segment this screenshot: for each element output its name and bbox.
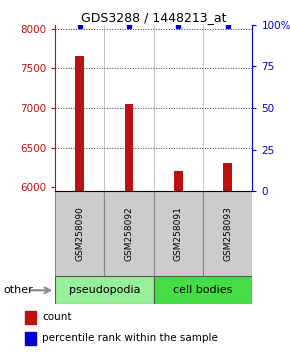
Text: GSM258092: GSM258092 <box>124 206 134 261</box>
Bar <box>55 191 104 276</box>
Text: percentile rank within the sample: percentile rank within the sample <box>42 333 218 343</box>
Text: GSM258093: GSM258093 <box>223 206 232 261</box>
Text: cell bodies: cell bodies <box>173 285 233 295</box>
Text: GSM258090: GSM258090 <box>75 206 84 261</box>
Text: GSM258091: GSM258091 <box>174 206 183 261</box>
Bar <box>174 171 183 191</box>
Bar <box>125 104 133 191</box>
Bar <box>154 191 203 276</box>
Text: pseudopodia: pseudopodia <box>69 285 140 295</box>
Bar <box>26 332 36 345</box>
Bar <box>55 276 154 304</box>
Bar <box>223 164 232 191</box>
Title: GDS3288 / 1448213_at: GDS3288 / 1448213_at <box>81 11 226 24</box>
Bar <box>203 191 252 276</box>
Text: other: other <box>3 285 33 295</box>
Bar <box>154 276 252 304</box>
Bar <box>104 191 154 276</box>
Bar <box>26 312 36 324</box>
Text: count: count <box>42 312 71 322</box>
Bar <box>75 57 84 191</box>
